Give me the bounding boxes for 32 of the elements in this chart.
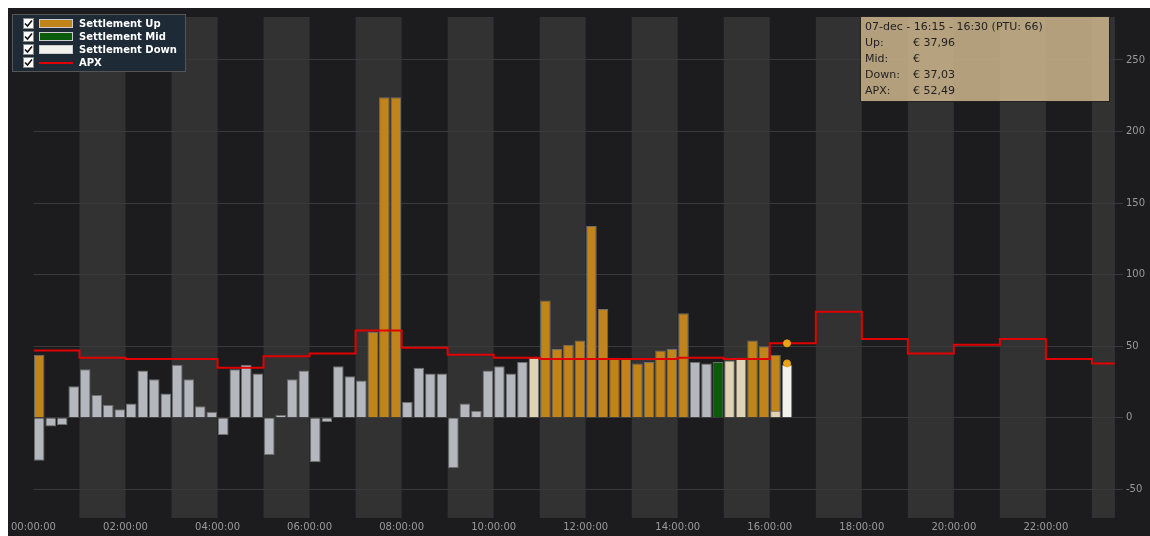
legend-label: Settlement Up xyxy=(79,18,161,29)
x-tick-label: 10:00:00 xyxy=(471,520,517,532)
x-tick-label: 22:00:00 xyxy=(1023,520,1069,532)
annotation: Up: xyxy=(865,35,885,51)
x-tick-label: 00:00:00 xyxy=(11,520,56,532)
legend-label: Settlement Down xyxy=(79,44,177,55)
x-tick-label: 08:00:00 xyxy=(379,520,425,532)
annotation: Down: xyxy=(865,67,901,83)
x-tick-label: 06:00:00 xyxy=(287,520,333,532)
legend-label: Settlement Mid xyxy=(79,31,166,42)
annotation: € 37,96 xyxy=(913,35,955,51)
annotation: 07-dec - 16:15 - 16:30 (PTU: 66) xyxy=(865,19,1044,35)
x-tick-label: 16:00:00 xyxy=(747,520,793,532)
y-tick-label: 250 xyxy=(1125,53,1146,65)
y-tick-label: 50 xyxy=(1125,339,1139,351)
x-tick-label: 18:00:00 xyxy=(839,520,885,532)
x-tick-label: 14:00:00 xyxy=(655,520,701,532)
y-tick-label: 0 xyxy=(1125,411,1133,423)
annotation: € 52,49 xyxy=(913,83,955,99)
x-tick-label: 20:00:00 xyxy=(931,520,977,532)
x-tick-label: 02:00:00 xyxy=(103,520,148,532)
x-tick-label: 12:00:00 xyxy=(563,520,609,532)
annotation: € xyxy=(913,51,920,67)
annotation: € 37,03 xyxy=(913,67,955,83)
annotation: APX: xyxy=(865,83,892,99)
annotation: Mid: xyxy=(865,51,890,67)
y-tick-label: 200 xyxy=(1125,125,1146,137)
y-tick-label: 100 xyxy=(1125,268,1146,280)
x-tick-label: 04:00:00 xyxy=(195,520,240,532)
y-tick-label: -50 xyxy=(1125,482,1143,494)
legend-label: APX xyxy=(79,57,102,68)
y-tick-label: 150 xyxy=(1125,196,1146,208)
